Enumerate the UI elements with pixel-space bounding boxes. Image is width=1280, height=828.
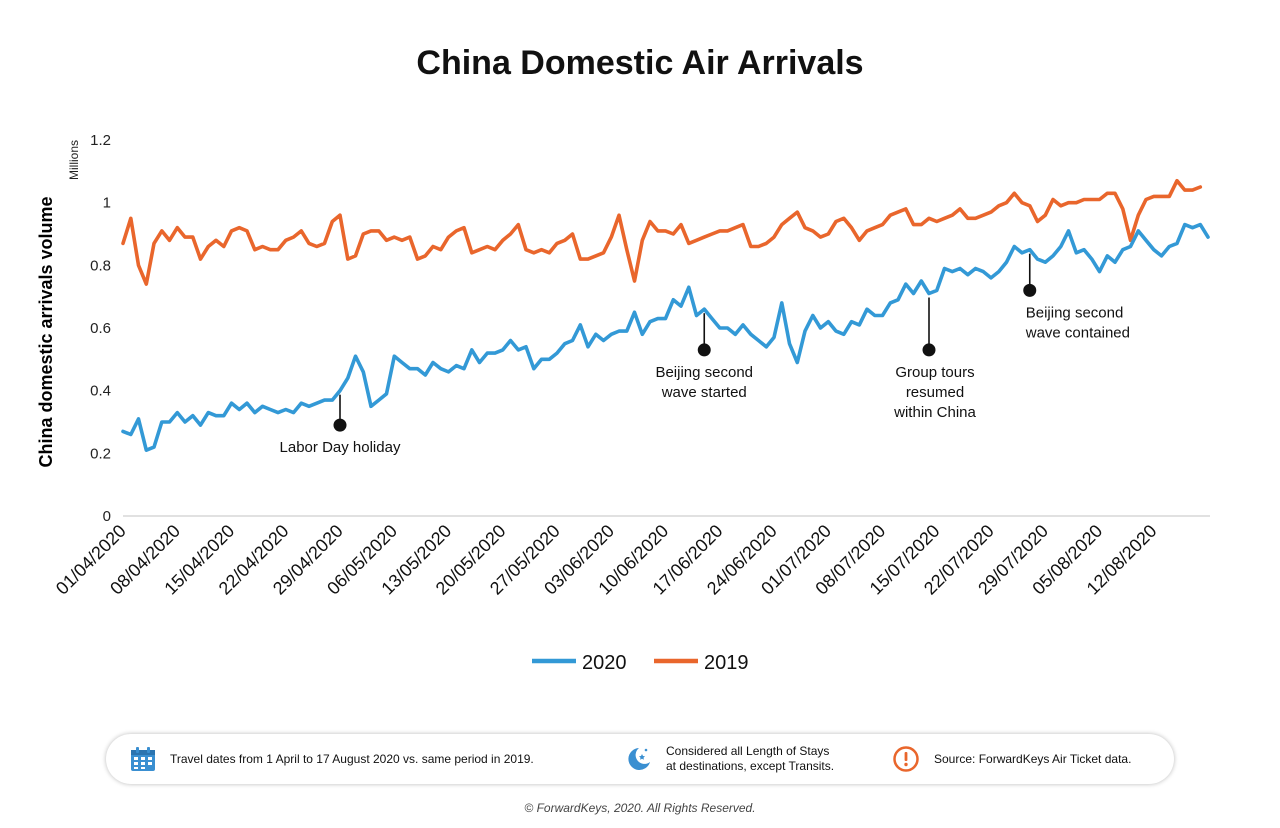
annotation: Group tours resumed within China bbox=[893, 297, 977, 421]
annotation-marker bbox=[1023, 283, 1037, 297]
annotation-text: resumed bbox=[906, 384, 964, 401]
y-tick-label: 0.8 bbox=[90, 257, 111, 274]
annotation-text: wave started bbox=[661, 384, 747, 401]
footer-length-of-stay-line-1: Considered all Length of Stays bbox=[666, 744, 830, 758]
series-line-2020 bbox=[121, 222, 1210, 453]
annotation: Labor Day holiday bbox=[280, 394, 401, 456]
copyright-notice: © ForwardKeys, 2020. All Rights Reserved… bbox=[524, 801, 756, 815]
annotation-marker bbox=[922, 343, 936, 357]
annotation-marker bbox=[333, 418, 347, 432]
annotation-text: Labor Day holiday bbox=[280, 439, 401, 456]
annotation-text: wave contained bbox=[1025, 324, 1130, 341]
footer-item-length-of-stay: Considered all Length of Stays at destin… bbox=[624, 734, 834, 784]
legend-label: 2019 bbox=[704, 652, 749, 674]
chart-title: China Domestic Air Arrivals bbox=[416, 44, 864, 82]
series-line-2019 bbox=[121, 178, 1203, 286]
x-axis-ticks: 01/04/202008/04/202015/04/202022/04/2020… bbox=[52, 521, 1161, 599]
calendar-icon bbox=[131, 747, 155, 771]
annotation-text: Beijing second bbox=[655, 364, 753, 381]
exclamation-icon bbox=[893, 746, 919, 772]
info-footer: Travel dates from 1 April to 17 August 2… bbox=[106, 734, 1174, 784]
annotation-text: within China bbox=[893, 404, 976, 421]
annotation-text: Beijing second bbox=[1026, 304, 1124, 321]
footer-travel-dates-text: Travel dates from 1 April to 17 August 2… bbox=[170, 751, 534, 766]
annotation: Beijing second wave started bbox=[655, 313, 753, 401]
footer-item-travel-dates: Travel dates from 1 April to 17 August 2… bbox=[130, 734, 534, 784]
moon-stars-icon bbox=[628, 748, 650, 770]
annotations: Labor Day holiday Beijing second wave star… bbox=[280, 253, 1130, 456]
legend: 2020 2019 bbox=[532, 652, 749, 674]
y-axis-unit: Millions bbox=[67, 140, 81, 180]
series-group bbox=[121, 178, 1210, 453]
y-tick-label: 0.2 bbox=[90, 445, 111, 462]
y-axis-ticks: 0 0.2 0.4 0.6 0.8 1 1.2 bbox=[90, 132, 111, 525]
annotation-marker bbox=[697, 343, 711, 357]
footer-length-of-stay-line-2: at destinations, except Transits. bbox=[666, 759, 835, 773]
y-axis-label: China domestic arrivals volume Millions bbox=[36, 140, 81, 468]
annotation: Beijing second wave contained bbox=[1023, 253, 1130, 341]
line-chart: China domestic arrivals volume Millions … bbox=[36, 132, 1210, 674]
footer-source-text: Source: ForwardKeys Air Ticket data. bbox=[934, 751, 1132, 766]
y-tick-label: 1 bbox=[103, 195, 111, 212]
y-tick-label: 0.6 bbox=[90, 320, 111, 337]
y-axis-title: China domestic arrivals volume bbox=[36, 196, 56, 467]
y-tick-label: 1.2 bbox=[90, 132, 111, 149]
legend-item-2019: 2019 bbox=[654, 652, 749, 674]
y-tick-label: 0 bbox=[103, 508, 111, 525]
annotation-text: Group tours bbox=[895, 364, 974, 381]
legend-item-2020: 2020 bbox=[532, 652, 627, 674]
legend-label: 2020 bbox=[582, 652, 627, 674]
y-tick-label: 0.4 bbox=[90, 383, 111, 400]
footer-item-source: Source: ForwardKeys Air Ticket data. bbox=[892, 734, 1131, 784]
